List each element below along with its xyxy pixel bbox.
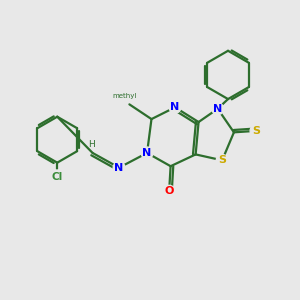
Text: O: O	[164, 186, 174, 196]
Text: N: N	[170, 102, 180, 112]
Circle shape	[212, 103, 224, 115]
Circle shape	[113, 162, 125, 174]
Circle shape	[163, 185, 175, 197]
Circle shape	[250, 125, 262, 137]
Text: N: N	[213, 104, 222, 114]
Text: Cl: Cl	[52, 172, 63, 182]
Text: H: H	[88, 140, 95, 148]
Text: methyl: methyl	[113, 93, 137, 99]
Text: N: N	[142, 148, 152, 158]
Circle shape	[50, 170, 64, 185]
Circle shape	[169, 101, 181, 113]
Text: S: S	[218, 155, 226, 165]
Circle shape	[141, 147, 153, 159]
Circle shape	[216, 154, 228, 166]
Text: N: N	[115, 163, 124, 173]
Text: S: S	[252, 126, 260, 136]
